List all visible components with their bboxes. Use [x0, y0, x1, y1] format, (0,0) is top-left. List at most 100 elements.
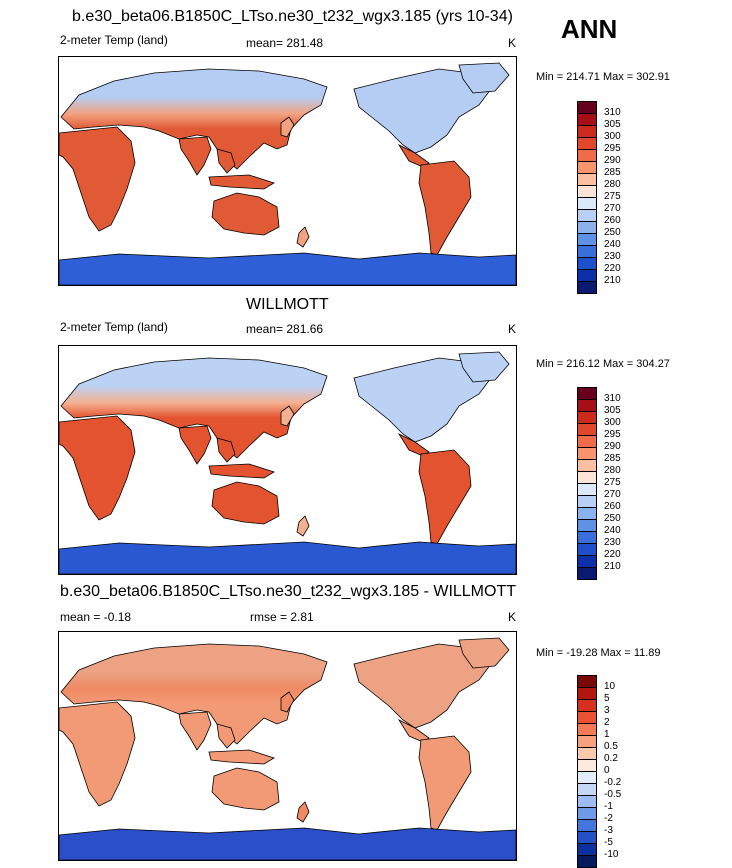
panel3-map	[58, 631, 517, 861]
colorbar-label: 1	[604, 729, 610, 740]
land-antarctica	[59, 541, 516, 574]
panel3-mean: mean = -0.18	[60, 610, 132, 624]
colorbar-label: 300	[604, 417, 621, 428]
land-japan	[280, 405, 295, 427]
land-australia	[211, 767, 280, 811]
panel1-mean: mean= 281.48	[246, 36, 324, 50]
colorbar-label: -1	[604, 801, 613, 812]
colorbar-label: 240	[604, 239, 621, 250]
colorbar-label: 275	[604, 191, 621, 202]
land-se-asia	[216, 723, 236, 749]
colorbar-label: -0.2	[604, 777, 622, 788]
land-antarctica	[59, 827, 516, 860]
colorbar-label: 0.5	[604, 741, 618, 752]
colorbar-label: 285	[604, 453, 621, 464]
colorbar-label: 290	[604, 441, 621, 452]
land-japan	[280, 116, 295, 138]
panel1-units: K	[508, 36, 517, 50]
land-north-america	[353, 643, 492, 729]
colorbar-label: 310	[604, 393, 621, 404]
colorbar-label: 295	[604, 143, 621, 154]
land-newzealand	[296, 226, 310, 248]
land-north-america	[353, 68, 492, 154]
colorbar-label: -0.5	[604, 789, 622, 800]
colorbar-label: 240	[604, 525, 621, 536]
land-japan	[280, 691, 295, 713]
land-antarctica	[59, 252, 516, 285]
land-north-america	[353, 357, 492, 443]
colorbar-label: 220	[604, 263, 621, 274]
colorbar-label: 305	[604, 405, 621, 416]
land-australia	[211, 192, 280, 236]
land-australia	[211, 481, 280, 525]
colorbar-label: 270	[604, 203, 621, 214]
colorbar-label: 280	[604, 465, 621, 476]
land-greenland	[458, 62, 510, 94]
panel2-left-string: 2-meter Temp (land)	[60, 320, 168, 334]
land-greenland	[458, 351, 510, 383]
land-newzealand	[296, 801, 310, 823]
land-south-america	[418, 160, 472, 256]
colorbar-label: 260	[604, 215, 621, 226]
colorbar-label: 280	[604, 179, 621, 190]
land-india	[178, 136, 212, 176]
colorbar-box	[577, 281, 597, 294]
panel1-colorbar: 310 305 300 295 290 285 280 275 270 260 250 240 230 2…	[577, 101, 621, 294]
land-newzealand	[296, 515, 310, 537]
land-greenland	[458, 637, 510, 669]
colorbar-label: -2	[604, 813, 613, 824]
panel3-units: K	[508, 610, 517, 624]
colorbar-label: 230	[604, 537, 621, 548]
land-eurasia	[60, 357, 328, 459]
land-africa	[59, 126, 136, 232]
colorbar-box	[577, 855, 597, 868]
land-india	[178, 425, 212, 465]
colorbar-label: 210	[604, 275, 621, 286]
colorbar-label: 250	[604, 227, 621, 238]
colorbar-label: -10	[604, 849, 619, 860]
colorbar-label: 305	[604, 119, 621, 130]
colorbar-label: 210	[604, 561, 621, 572]
colorbar-label: 230	[604, 251, 621, 262]
colorbar-label: 285	[604, 167, 621, 178]
colorbar-label: 220	[604, 549, 621, 560]
land-africa	[59, 701, 136, 807]
panel3-title: b.e30_beta06.B1850C_LTso.ne30_t232_wgx3.…	[60, 583, 516, 600]
colorbar-label: 260	[604, 501, 621, 512]
colorbar-label: 300	[604, 131, 621, 142]
land-south-america	[418, 449, 472, 545]
panel2-colorbar: 310 305 300 295 290 285 280 275 270 260 250 240 230 2…	[577, 387, 621, 580]
colorbar-label: 250	[604, 513, 621, 524]
colorbar-label: 10	[604, 681, 616, 692]
colorbar-label: -3	[604, 825, 613, 836]
colorbar-label: 295	[604, 429, 621, 440]
panel2-title: WILLMOTT	[246, 296, 329, 313]
land-se-asia	[216, 148, 236, 174]
colorbar-label: 270	[604, 489, 621, 500]
land-se-asia	[216, 437, 236, 463]
land-indonesia	[208, 749, 275, 765]
land-africa	[59, 415, 136, 521]
colorbar-label: -5	[604, 837, 613, 848]
colorbar-label: 5	[604, 693, 610, 704]
colorbar-label: 275	[604, 477, 621, 488]
land-eurasia	[60, 643, 328, 745]
panel2-map	[58, 345, 517, 575]
colorbar-label: 2	[604, 717, 610, 728]
land-indonesia	[208, 463, 275, 479]
panel3-minmax: Min = -19.28 Max = 11.89	[536, 647, 661, 659]
colorbar-label: 310	[604, 107, 621, 118]
colorbar-label: 0	[604, 765, 610, 776]
land-indonesia	[208, 174, 275, 190]
panel1-map	[58, 56, 517, 286]
colorbar-label: 3	[604, 705, 610, 716]
panel3-colorbar: 10 5 3 2 1 0.5 0.2 0 -0.2 -0.5 -1 -2 -3 -5 -10	[577, 675, 621, 868]
panel1-minmax: Min = 214.71 Max = 302.91	[536, 71, 670, 83]
panel2-units: K	[508, 322, 517, 336]
land-india	[178, 711, 212, 751]
panel3-rmse: rmse = 2.81	[250, 610, 314, 624]
colorbar-label: 290	[604, 155, 621, 166]
colorbar-label: 0.2	[604, 753, 618, 764]
land-south-america	[418, 735, 472, 831]
panel2-mean: mean= 281.66	[246, 322, 324, 336]
